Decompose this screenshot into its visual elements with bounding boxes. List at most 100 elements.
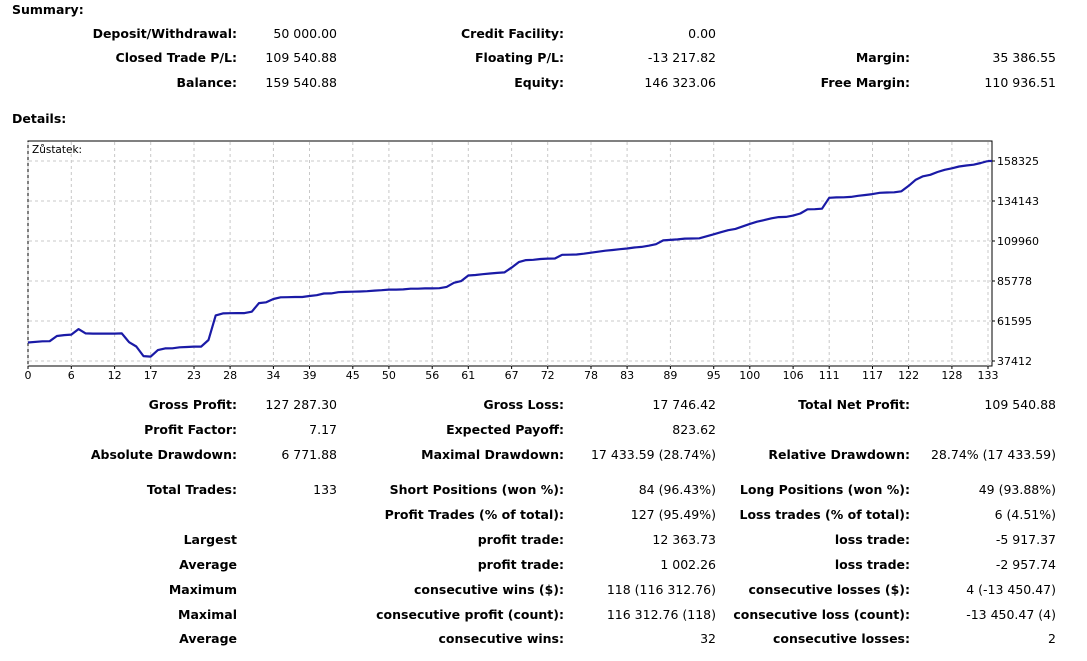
summary-label: Balance: <box>176 75 237 90</box>
x-tick-label: 34 <box>266 369 280 381</box>
details-label: Profit Trades (% of total): <box>384 507 564 522</box>
details-value: 118 (116 312.76) <box>606 582 716 597</box>
details-value: -2 957.74 <box>995 557 1056 572</box>
details-value: 6 (4.51%) <box>994 507 1056 522</box>
y-tick-label: 37412 <box>997 355 1032 368</box>
details-label: consecutive loss (count): <box>733 607 910 622</box>
balance-series-line <box>27 159 989 358</box>
details-value: 17 433.59 (28.74%) <box>590 447 716 462</box>
x-tick-label: 39 <box>303 369 317 381</box>
y-tick-label: 158325 <box>997 155 1039 168</box>
summary-label: Free Margin: <box>820 75 910 90</box>
details-label: Long Positions (won %): <box>739 482 910 497</box>
summary-value: 146 323.06 <box>644 75 716 90</box>
details-label: Gross Profit: <box>148 397 237 412</box>
details-value: 116 312.76 (118) <box>606 607 716 622</box>
summary-label: Equity: <box>514 75 564 90</box>
x-tick-label: 100 <box>739 369 760 381</box>
y-tick-label: 85778 <box>997 275 1032 288</box>
x-tick-label: 50 <box>382 369 396 381</box>
details-label: loss trade: <box>834 557 910 572</box>
summary-value: 110 936.51 <box>984 75 1056 90</box>
details-label: consecutive wins ($): <box>413 582 564 597</box>
details-value: 28.74% (17 433.59) <box>930 447 1056 462</box>
summary-label: Floating P/L: <box>475 50 564 65</box>
details-label: Profit Factor: <box>144 422 237 437</box>
chart-title: Zůstatek: <box>32 144 82 156</box>
details-label: consecutive profit (count): <box>376 607 564 622</box>
x-tick-label: 28 <box>223 369 237 381</box>
y-tick-label: 61595 <box>997 315 1032 328</box>
summary-heading: Summary: <box>12 2 84 17</box>
details-value: 2 <box>1048 631 1056 646</box>
details-value: 127 287.30 <box>265 397 337 412</box>
x-tick-label: 122 <box>898 369 919 381</box>
x-tick-label: 56 <box>425 369 439 381</box>
x-tick-label: 61 <box>461 369 475 381</box>
details-value: 1 002.26 <box>660 557 716 572</box>
x-tick-label: 23 <box>187 369 201 381</box>
details-label: Maximal <box>178 607 237 622</box>
summary-value: -13 217.82 <box>647 50 716 65</box>
details-value: 823.62 <box>672 422 716 437</box>
details-label: Average <box>179 631 237 646</box>
details-label: Absolute Drawdown: <box>90 447 237 462</box>
details-label: Total Trades: <box>146 482 237 497</box>
details-heading: Details: <box>12 111 67 126</box>
x-tick-label: 83 <box>620 369 634 381</box>
x-tick-label: 6 <box>68 369 75 381</box>
details-label: consecutive wins: <box>438 631 564 646</box>
details-value: 127 (95.49%) <box>630 507 716 522</box>
y-tick-label: 134143 <box>997 195 1039 208</box>
y-tick-label: 109960 <box>997 235 1039 248</box>
x-tick-label: 45 <box>346 369 360 381</box>
balance-chart: 0 6 12 17 23 28 34 39 45 50 56 61 67 72 78 83 89 95 100 106… <box>25 140 1039 381</box>
summary-value: 109 540.88 <box>265 50 337 65</box>
details-value: -13 450.47 (4) <box>966 607 1056 622</box>
details-value: -5 917.37 <box>995 532 1056 547</box>
details-value: 32 <box>700 631 716 646</box>
details-value: 84 (96.43%) <box>638 482 716 497</box>
x-tick-label: 0 <box>25 369 32 381</box>
details-label: Short Positions (won %): <box>389 482 564 497</box>
details-label: Maximum <box>168 582 237 597</box>
x-tick-label: 117 <box>862 369 883 381</box>
x-tick-label: 106 <box>783 369 804 381</box>
summary-value: 35 386.55 <box>992 50 1056 65</box>
x-tick-label: 17 <box>144 369 158 381</box>
details-value: 7.17 <box>309 422 337 437</box>
x-tick-label: 12 <box>108 369 122 381</box>
details-label: loss trade: <box>834 532 910 547</box>
details-label: consecutive losses: <box>772 631 910 646</box>
details-value: 109 540.88 <box>984 397 1056 412</box>
summary-label: Closed Trade P/L: <box>115 50 237 65</box>
details-label: Expected Payoff: <box>446 422 564 437</box>
details-label: Total Net Profit: <box>798 397 910 412</box>
details-label: profit trade: <box>477 557 564 572</box>
details-value: 4 (-13 450.47) <box>966 582 1056 597</box>
details-value: 6 771.88 <box>281 447 337 462</box>
details-value: 12 363.73 <box>652 532 716 547</box>
x-tick-label: 78 <box>584 369 598 381</box>
details-label: Maximal Drawdown: <box>421 447 564 462</box>
details-label: Relative Drawdown: <box>768 447 910 462</box>
details-value: 17 746.42 <box>652 397 716 412</box>
details-value: 49 (93.88%) <box>978 482 1056 497</box>
summary-value: 159 540.88 <box>265 75 337 90</box>
details-label: Loss trades (% of total): <box>739 507 910 522</box>
summary-label: Deposit/Withdrawal: <box>92 26 237 41</box>
details-label: Largest <box>183 532 237 547</box>
details-label: Average <box>179 557 237 572</box>
details-label: profit trade: <box>477 532 564 547</box>
x-tick-label: 95 <box>707 369 721 381</box>
summary-label: Credit Facility: <box>460 26 564 41</box>
details-value: 133 <box>313 482 337 497</box>
x-tick-label: 111 <box>819 369 840 381</box>
x-tick-label: 72 <box>541 369 555 381</box>
x-tick-label: 89 <box>663 369 677 381</box>
details-label: Gross Loss: <box>483 397 564 412</box>
x-tick-label: 128 <box>941 369 962 381</box>
summary-value: 50 000.00 <box>273 26 337 41</box>
details-label: consecutive losses ($): <box>748 582 910 597</box>
summary-label: Margin: <box>855 50 910 65</box>
